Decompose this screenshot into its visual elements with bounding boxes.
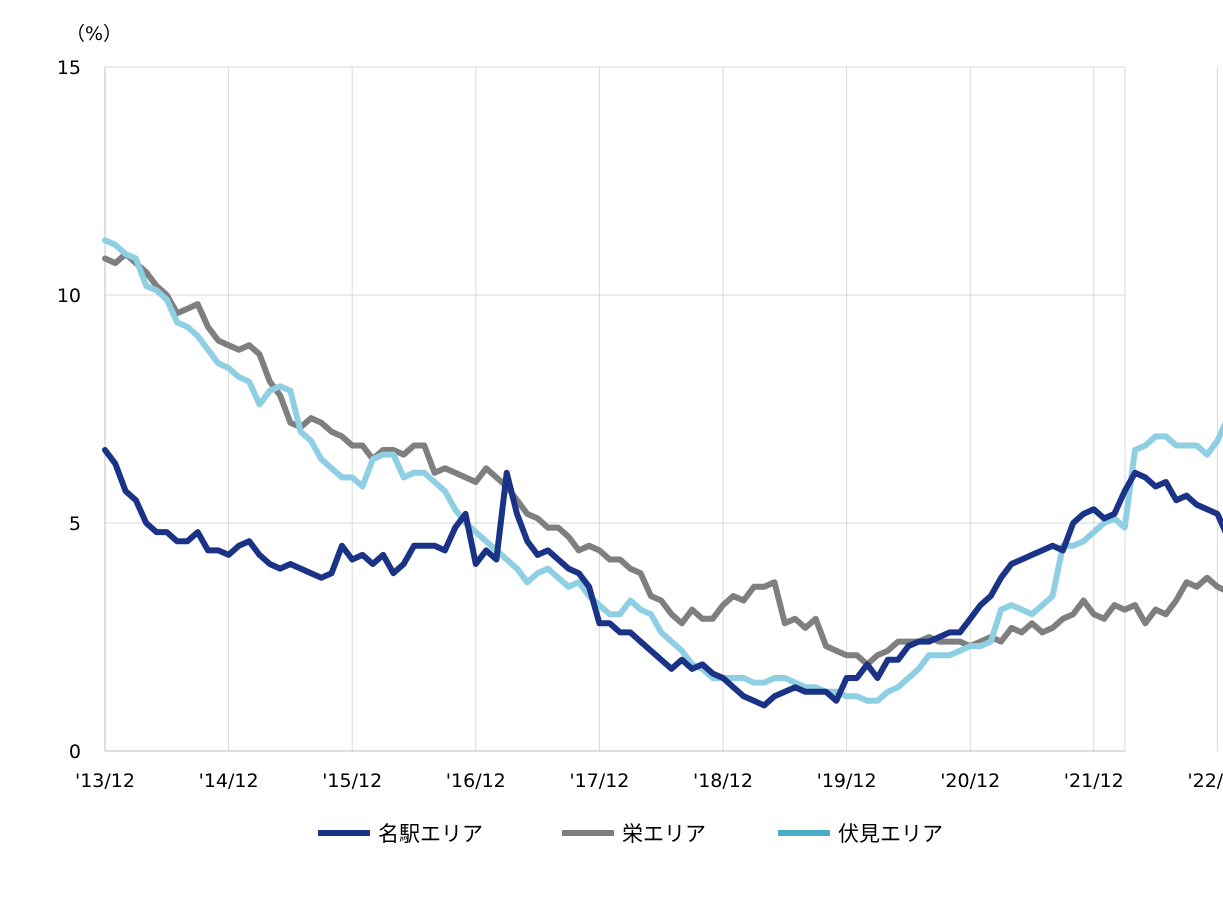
y-axis-tick-labels: 0 5 10 15 [57, 57, 81, 763]
x-axis-tick-labels: '13/12 '14/12 '15/12 '16/12 '17/12 '18/12 '19/… [75, 770, 1223, 792]
y-tick-label: 15 [57, 57, 81, 79]
x-tick-label: '22/12 [1187, 770, 1223, 792]
series-lines [102, 237, 1223, 709]
series-line-1 [102, 251, 1223, 668]
x-tick-label: '18/12 [693, 770, 753, 792]
x-tick-label: '15/12 [322, 770, 382, 792]
x-tick-label: '16/12 [446, 770, 506, 792]
x-tick-label: '14/12 [199, 770, 259, 792]
axes [104, 67, 1125, 752]
series-line-2 [102, 237, 1223, 704]
y-tick-label: 10 [57, 285, 81, 307]
x-tick-label: '20/12 [940, 770, 1000, 792]
x-tick-label: '13/12 [75, 770, 135, 792]
y-tick-label: 0 [69, 741, 81, 763]
y-tick-label: 5 [69, 513, 81, 535]
x-tick-label: '19/12 [817, 770, 877, 792]
legend-label-1: 栄エリア [622, 822, 706, 846]
legend-label-2: 伏見エリア [838, 822, 943, 846]
y-axis-unit-label: （%） [66, 23, 122, 45]
x-tick-label: '21/12 [1064, 770, 1124, 792]
grid-lines [105, 66, 1218, 751]
legend-label-0: 名駅エリア [378, 822, 483, 846]
x-tick-label: '17/12 [569, 770, 629, 792]
series-line-0 [102, 447, 1223, 709]
legend: 名駅エリア 栄エリア 伏見エリア [318, 822, 943, 846]
